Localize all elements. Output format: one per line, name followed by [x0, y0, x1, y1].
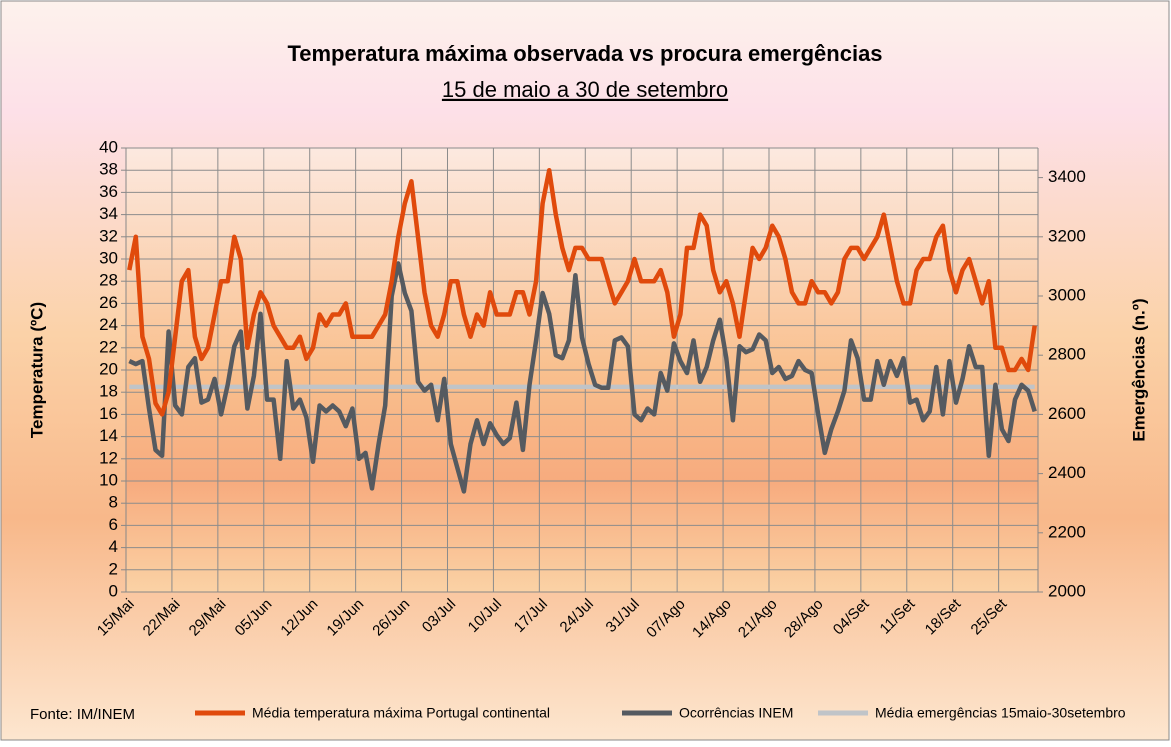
y-tick-label: 16: [99, 404, 118, 423]
y-tick-label: 36: [99, 182, 118, 201]
y-tick-label: 38: [99, 160, 118, 179]
y2-tick-label: 2600: [1048, 404, 1086, 423]
y-tick-label: 30: [99, 248, 118, 267]
y-tick-label: 26: [99, 293, 118, 312]
legend-label: Ocorrências INEM: [679, 705, 793, 721]
y-tick-label: 6: [109, 515, 118, 534]
y-tick-label: 4: [109, 537, 118, 556]
y-tick-label: 24: [99, 315, 118, 334]
series-line: [127, 167, 1037, 417]
chart-subtitle: 15 de maio a 30 de setembro: [442, 77, 728, 102]
legend-label: Média emergências 15maio-30setembro: [875, 705, 1126, 721]
y2-tick-label: 2400: [1048, 463, 1086, 482]
y-tick-label: 10: [99, 470, 118, 489]
y2-tick-label: 3200: [1048, 226, 1086, 245]
y-tick-label: 12: [99, 448, 118, 467]
y-tick-label: 8: [109, 493, 118, 512]
source-note: Fonte: IM/INEM: [30, 706, 135, 723]
y2-tick-label: 3000: [1048, 285, 1086, 304]
y-tick-label: 28: [99, 271, 118, 290]
legend-label: Média temperatura máxima Portugal contin…: [252, 705, 550, 721]
y-tick-label: 18: [99, 382, 118, 401]
y-axis-label: Temperatura (ºC): [27, 302, 46, 438]
y-tick-label: 40: [99, 137, 118, 156]
y2-tick-label: 2000: [1048, 581, 1086, 600]
y-tick-label: 2: [109, 559, 118, 578]
y-tick-label: 34: [99, 204, 118, 223]
y2-tick-label: 2800: [1048, 345, 1086, 364]
y2-tick-label: 3400: [1048, 167, 1086, 186]
y2-tick-label: 2200: [1048, 522, 1086, 541]
y-tick-label: 22: [99, 337, 118, 356]
y-tick-label: 20: [99, 359, 118, 378]
y-tick-label: 14: [99, 426, 118, 445]
y-tick-label: 0: [109, 581, 118, 600]
series-line: [128, 261, 1037, 494]
y-tick-label: 32: [99, 226, 118, 245]
y2-axis-label: Emergências (n.º): [1129, 298, 1148, 441]
chart-title: Temperatura máxima observada vs procura …: [287, 41, 882, 66]
